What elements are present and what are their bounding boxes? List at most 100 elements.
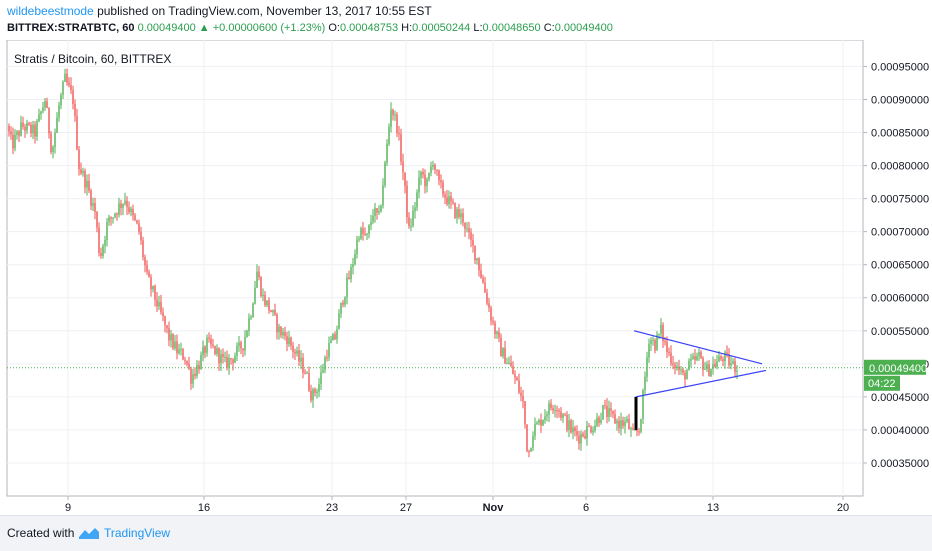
price-axis[interactable]: 0.00095000 0.00090000 0.00085000 0.00080000… <box>863 61 929 470</box>
candle-body <box>56 117 58 133</box>
candle-body <box>94 203 96 212</box>
high-label: H: <box>401 22 413 34</box>
up-arrow-icon: ▲ <box>198 22 210 34</box>
candle-body <box>118 203 120 215</box>
candle-body <box>304 372 306 374</box>
candle-body <box>618 420 620 429</box>
candle-body <box>382 185 384 206</box>
candle-body <box>242 348 244 351</box>
candle-body <box>260 277 262 297</box>
candle-body <box>650 340 652 344</box>
triangle-drawing[interactable] <box>633 330 767 430</box>
candle-body <box>696 355 698 360</box>
candle-body <box>404 172 406 186</box>
candle-body <box>280 326 282 336</box>
candle-body <box>642 389 644 420</box>
candles <box>8 68 738 458</box>
candle-body <box>400 134 402 162</box>
tradingview-logo-icon[interactable] <box>78 525 100 541</box>
candle-body <box>166 325 168 329</box>
tradingview-link[interactable]: TradingView <box>104 526 171 540</box>
candle-body <box>38 114 40 122</box>
y-tick-label: 0.00085000 <box>871 128 929 140</box>
triangle-upper-line[interactable] <box>633 330 763 365</box>
candle-body <box>22 122 24 127</box>
candle-body <box>254 287 256 304</box>
candle-body <box>428 172 430 180</box>
low-label: L: <box>473 22 483 34</box>
candle-body <box>230 358 232 360</box>
high-value: 0.00050244 <box>412 22 471 34</box>
candle-body <box>458 209 460 218</box>
candle-body <box>406 185 408 218</box>
footer: Created with TradingView <box>0 515 932 551</box>
candle-body <box>516 377 518 381</box>
y-tick-label: 0.00080000 <box>871 161 929 173</box>
candle-body <box>708 364 710 377</box>
candle-body <box>58 105 60 118</box>
candle-body <box>336 329 338 340</box>
candle-body <box>416 192 418 208</box>
candle-body <box>122 203 124 208</box>
candle-body <box>402 161 404 173</box>
candle-body <box>686 370 688 380</box>
candle-body <box>702 358 704 370</box>
candle-body <box>184 359 186 361</box>
plot-area[interactable] <box>6 40 864 497</box>
candle-body <box>440 180 442 183</box>
candle-body <box>538 419 540 423</box>
candle-body <box>332 334 334 341</box>
candle-body <box>432 164 434 167</box>
candle-body <box>212 344 214 347</box>
candle-body <box>68 82 70 86</box>
candle-body <box>266 300 268 306</box>
candle-body <box>568 420 570 430</box>
candle-body <box>62 81 64 95</box>
candle-body <box>716 361 718 367</box>
price-chart[interactable]: Stratis / Bitcoin, 60, BITTREX 0.0009500… <box>0 40 932 515</box>
candle-body <box>338 313 340 330</box>
candle-body <box>300 357 302 362</box>
candle-body <box>552 408 554 411</box>
candle-body <box>178 349 180 354</box>
candle-body <box>640 419 642 432</box>
candle-body <box>238 342 240 346</box>
created-with-label: Created with <box>7 526 75 540</box>
candle-body <box>710 368 712 377</box>
last-price-tag-text: 0.00049400 <box>869 363 927 375</box>
candle-body <box>192 373 194 384</box>
candle-body <box>720 356 722 360</box>
candle-body <box>30 124 32 134</box>
candle-body <box>328 342 330 358</box>
triangle-lower-line[interactable] <box>635 369 767 398</box>
candle-body <box>554 410 556 412</box>
candle-body <box>498 331 500 338</box>
candle-body <box>384 162 386 186</box>
candle-body <box>472 239 474 246</box>
candle-body <box>76 116 78 150</box>
candle-body <box>148 271 150 278</box>
candle-body <box>144 257 146 266</box>
candle-body <box>310 390 312 401</box>
candle-body <box>376 208 378 213</box>
candle-body <box>66 73 68 83</box>
author-link[interactable]: wildebeestmode <box>7 4 94 18</box>
candle-body <box>152 285 154 290</box>
candle-body <box>564 414 566 416</box>
candle-body <box>718 356 720 362</box>
candle-body <box>570 420 572 433</box>
candle-body <box>448 196 450 205</box>
candle-body <box>648 343 650 358</box>
y-tick-label: 0.00040000 <box>871 425 929 437</box>
candle-body <box>508 362 510 364</box>
time-axis[interactable]: 9 16 23 27 Nov 6 13 20 <box>65 496 849 514</box>
candle-body <box>422 171 424 175</box>
candle-body <box>412 211 414 226</box>
candle-body <box>370 221 372 226</box>
close-label: C: <box>543 22 555 34</box>
candle-body <box>542 420 544 426</box>
candle-body <box>692 356 694 359</box>
symbol-label[interactable]: BITTREX:STRATBTC, 60 <box>7 22 135 34</box>
candle-body <box>636 429 638 432</box>
candle-body <box>712 364 714 369</box>
